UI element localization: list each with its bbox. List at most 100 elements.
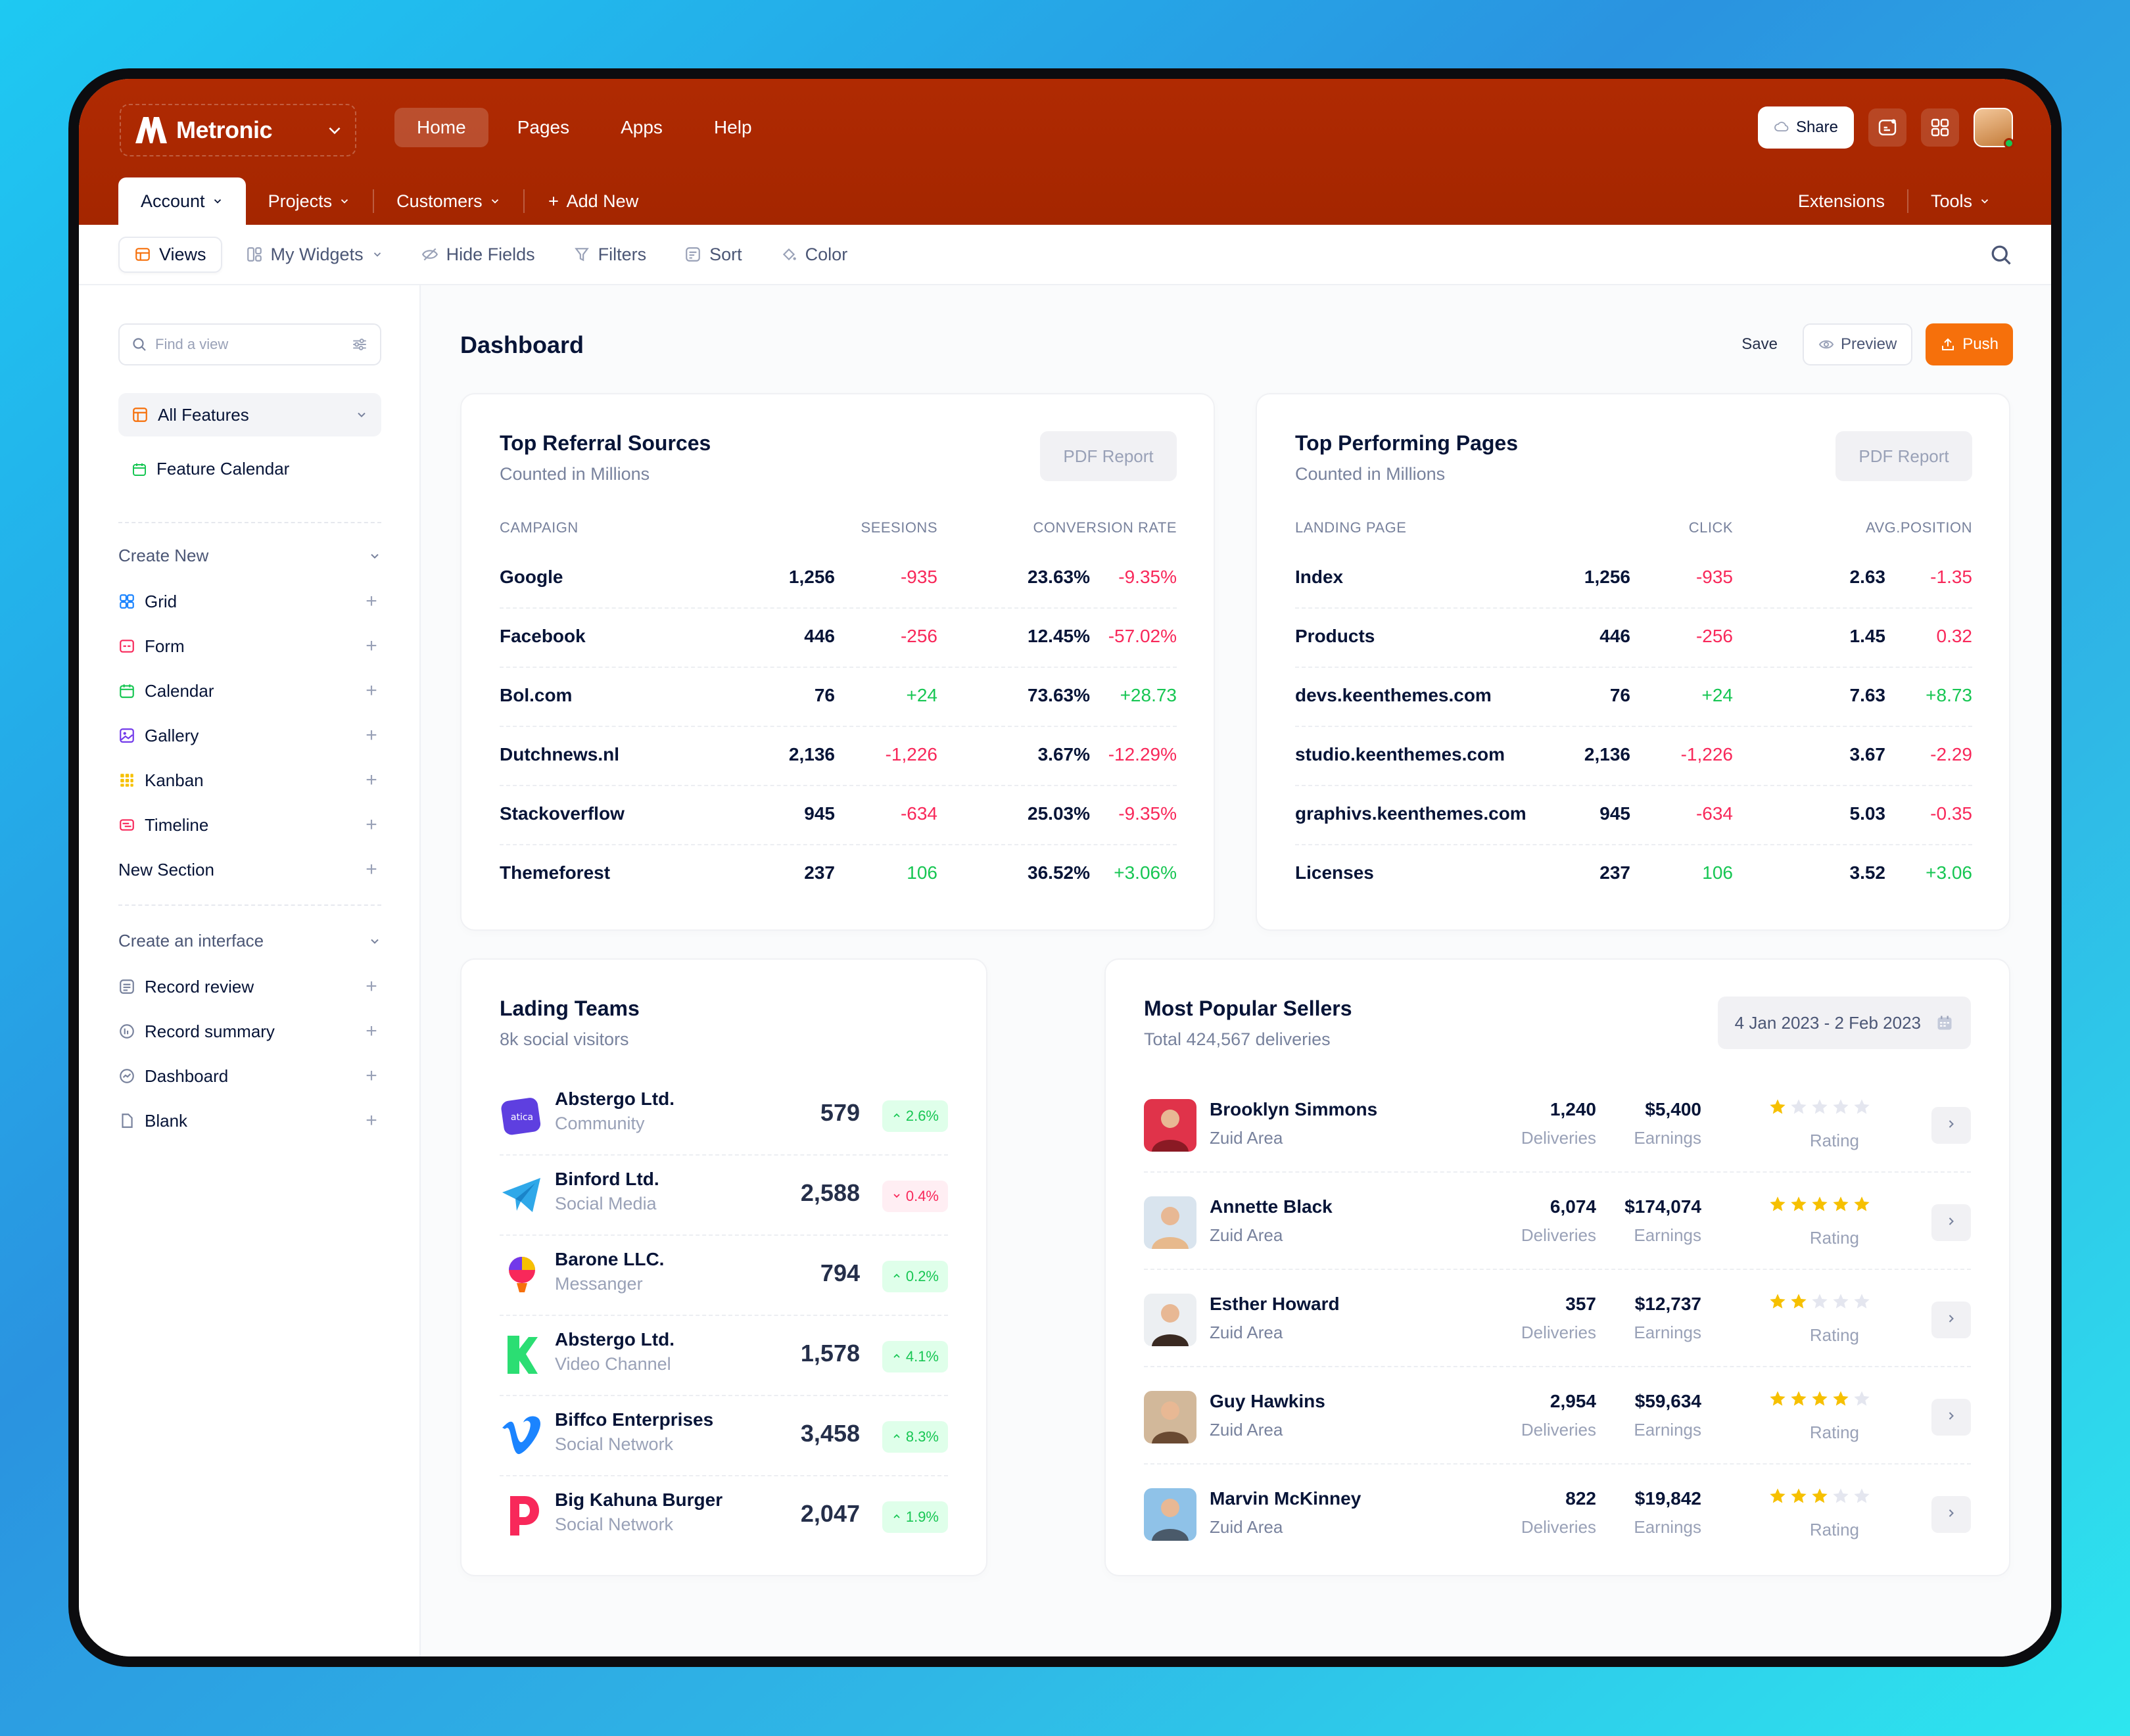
create-dashboard[interactable]: Dashboard +: [118, 1065, 381, 1087]
star-filled-icon: [1810, 1195, 1829, 1217]
plus-icon[interactable]: +: [366, 975, 377, 997]
plus-icon[interactable]: +: [366, 1020, 377, 1042]
hide-fields-button[interactable]: Hide Fields: [407, 238, 550, 271]
create-new-section[interactable]: New Section +: [118, 858, 381, 881]
share-button[interactable]: Share: [1757, 106, 1854, 149]
seller-row[interactable]: Guy Hawkins Zuid Area 2,954 Deliveries $59,6…: [1144, 1367, 1971, 1465]
list-item[interactable]: Binford Ltd. Social Media 2,588 0.4%: [500, 1156, 948, 1236]
subnav-customers[interactable]: Customers: [374, 177, 523, 225]
sessions-delta: -1,226: [885, 744, 937, 764]
list-item[interactable]: atica Abstergo Ltd. Community 579 2.6%: [500, 1075, 948, 1156]
create-blank[interactable]: Blank +: [118, 1110, 381, 1132]
brand-switcher[interactable]: Metronic: [120, 104, 356, 156]
nav-help[interactable]: Help: [713, 117, 752, 137]
list-item[interactable]: Biffco Enterprises Social Network 3,458 8.3…: [500, 1396, 948, 1476]
save-button[interactable]: Save: [1741, 335, 1778, 353]
plus-icon[interactable]: +: [366, 1065, 377, 1087]
arrow-up-icon: [891, 1428, 902, 1445]
views-button[interactable]: Views: [118, 236, 222, 273]
table-row[interactable]: Products 446 -256 1.45 0.32: [1295, 609, 1972, 668]
create-grid[interactable]: Grid +: [118, 590, 381, 613]
apps-button[interactable]: [1921, 108, 1959, 147]
table-row[interactable]: Licenses 237 106 3.52 +3.06: [1295, 845, 1972, 904]
table-row[interactable]: Themeforest 237 106 36.52% +3.06%: [500, 845, 1177, 904]
blank-page-icon: [118, 1112, 135, 1129]
seller-details-button[interactable]: [1931, 1496, 1971, 1533]
create-interface-header[interactable]: Create an interface: [118, 931, 381, 951]
date-range-picker[interactable]: 4 Jan 2023 - 2 Feb 2023: [1717, 997, 1971, 1049]
subnav-add-new[interactable]: Add New: [525, 177, 661, 225]
subnav-tools[interactable]: Tools: [1908, 191, 2013, 212]
notifications-button[interactable]: [1868, 108, 1906, 147]
create-gallery[interactable]: Gallery +: [118, 724, 381, 747]
color-button[interactable]: Color: [766, 238, 863, 271]
table-row[interactable]: Bol.com 76 +24 73.63% +28.73: [500, 668, 1177, 727]
table-row[interactable]: Stackoverflow 945 -634 25.03% -9.35%: [500, 786, 1177, 845]
table-row[interactable]: devs.keenthemes.com 76 +24 7.63 +8.73: [1295, 668, 1972, 727]
find-view-input[interactable]: Find a view: [118, 323, 381, 365]
sessions-delta: -634: [900, 803, 937, 824]
create-record-summary[interactable]: Record summary +: [118, 1020, 381, 1043]
all-features-select[interactable]: All Features: [118, 393, 381, 436]
create-form[interactable]: Form +: [118, 635, 381, 657]
subnav-extensions[interactable]: Extensions: [1776, 191, 1907, 212]
seller-row[interactable]: Marvin McKinney Zuid Area 822 Deliveries $19…: [1144, 1465, 1971, 1562]
subnav-account[interactable]: Account: [118, 177, 246, 225]
seller-details-button[interactable]: [1931, 1399, 1971, 1436]
referral-pdf-report-button[interactable]: PDF Report: [1040, 431, 1177, 481]
plus-icon[interactable]: +: [366, 858, 377, 880]
nav-home[interactable]: Home: [394, 108, 488, 147]
seller-details-button[interactable]: [1931, 1204, 1971, 1241]
user-avatar[interactable]: [1974, 108, 2014, 149]
plus-icon[interactable]: +: [366, 1110, 377, 1131]
my-widgets-button[interactable]: My Widgets: [231, 238, 398, 271]
feature-calendar-item[interactable]: Feature Calendar: [131, 459, 289, 479]
list-item[interactable]: Barone LLC. Messanger 794 0.2%: [500, 1236, 948, 1316]
filters-button[interactable]: Filters: [559, 238, 661, 271]
preview-button[interactable]: Preview: [1802, 323, 1913, 365]
create-calendar[interactable]: Calendar +: [118, 680, 381, 702]
search-icon[interactable]: [1989, 243, 2013, 267]
team-channel: Video Channel: [555, 1354, 671, 1374]
table-row[interactable]: graphivs.keenthemes.com 945 -634 5.03 -0.35: [1295, 786, 1972, 845]
create-new-header[interactable]: Create New: [118, 546, 381, 566]
team-visitors: 1,578: [800, 1340, 860, 1367]
plus-icon[interactable]: +: [366, 814, 377, 835]
seller-details-button[interactable]: [1931, 1107, 1971, 1144]
seller-row[interactable]: Annette Black Zuid Area 6,074 Deliveries $17…: [1144, 1173, 1971, 1270]
table-row[interactable]: studio.keenthemes.com 2,136 -1,226 3.67 -2.2…: [1295, 727, 1972, 786]
push-button[interactable]: Push: [1926, 323, 2013, 365]
table-row[interactable]: Google 1,256 -935 23.63% -9.35%: [500, 550, 1177, 609]
earnings-value: $5,400: [1645, 1099, 1701, 1119]
list-item[interactable]: Big Kahuna Burger Social Network 2,047 1.9%: [500, 1476, 948, 1557]
nav-pages[interactable]: Pages: [517, 117, 570, 137]
list-item[interactable]: Abstergo Ltd. Video Channel 1,578 4.1%: [500, 1316, 948, 1396]
plus-icon[interactable]: +: [366, 590, 377, 612]
trend-value: 1.9%: [905, 1509, 939, 1525]
seller-row[interactable]: Esther Howard Zuid Area 357 Deliveries $12,7…: [1144, 1270, 1971, 1367]
plus-icon[interactable]: +: [366, 635, 377, 657]
plus-icon[interactable]: +: [366, 769, 377, 791]
seller-name: Esther Howard: [1210, 1294, 1340, 1314]
create-record-review[interactable]: Record review +: [118, 975, 381, 998]
subnav-projects[interactable]: Projects: [246, 177, 373, 225]
pages-pdf-report-button[interactable]: PDF Report: [1835, 431, 1972, 481]
calendar-icon: [1937, 1016, 1952, 1030]
sliders-icon[interactable]: [351, 336, 368, 353]
create-kanban[interactable]: Kanban +: [118, 769, 381, 791]
col-sessions: Seesions: [861, 519, 937, 536]
table-row[interactable]: Dutchnews.nl 2,136 -1,226 3.67% -12.29%: [500, 727, 1177, 786]
table-row[interactable]: Facebook 446 -256 12.45% -57.02%: [500, 609, 1177, 668]
features-icon: [133, 408, 147, 422]
table-row[interactable]: Index 1,256 -935 2.63 -1.35: [1295, 550, 1972, 609]
sort-button[interactable]: Sort: [670, 238, 757, 271]
seller-row[interactable]: Brooklyn Simmons Zuid Area 1,240 Deliveries…: [1144, 1075, 1971, 1173]
search-icon: [133, 338, 146, 351]
arrow-up-icon: [891, 1509, 902, 1526]
seller-details-button[interactable]: [1931, 1302, 1971, 1338]
nav-apps[interactable]: Apps: [621, 117, 663, 137]
apps-grid-icon: [1931, 118, 1949, 137]
plus-icon[interactable]: +: [366, 680, 377, 701]
create-timeline[interactable]: Timeline +: [118, 814, 381, 836]
plus-icon[interactable]: +: [366, 724, 377, 746]
